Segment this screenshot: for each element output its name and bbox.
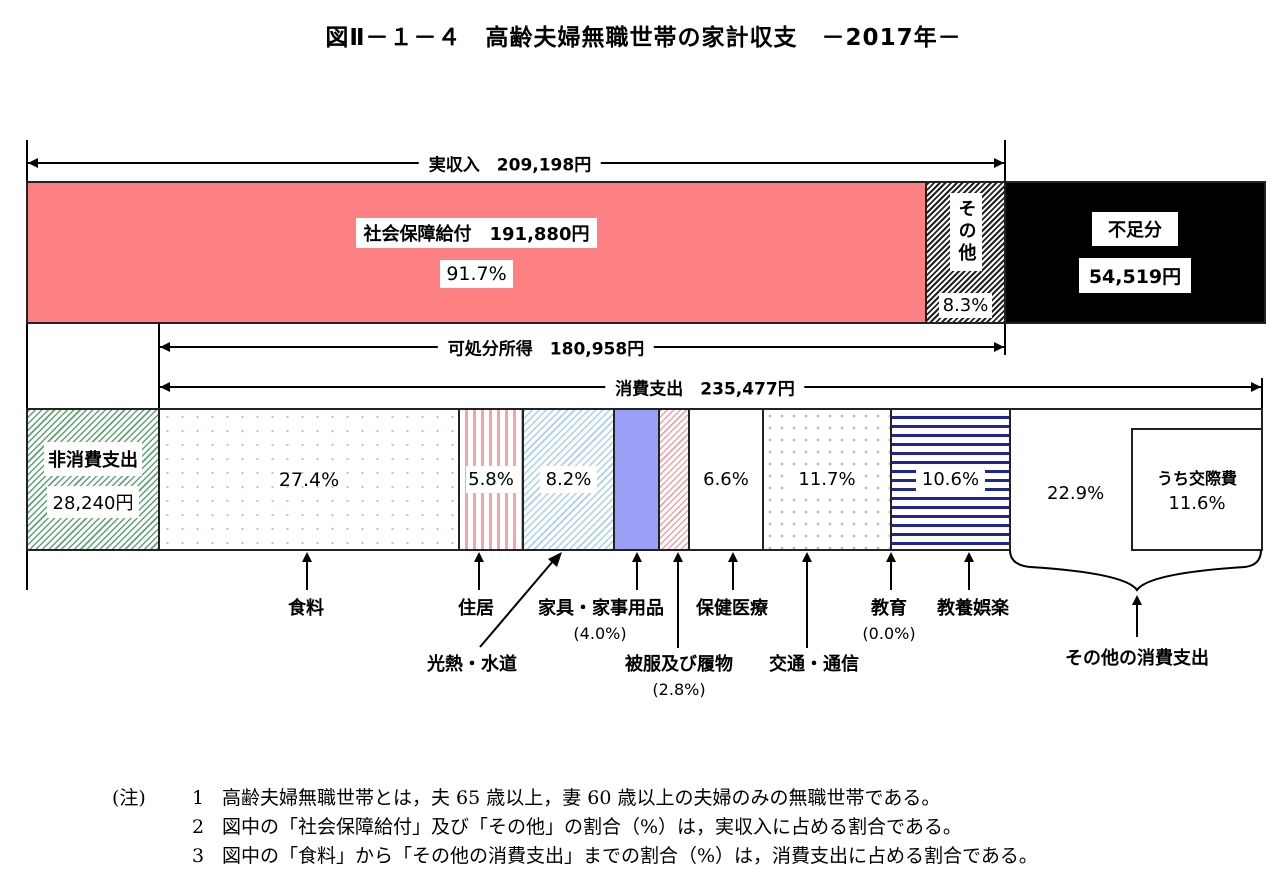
consumption-end-line — [1261, 378, 1263, 410]
note-number: 1 — [192, 787, 205, 809]
leader-recreation — [968, 560, 970, 590]
disposable-start-line — [158, 323, 160, 409]
brace-other-consumption — [1009, 549, 1262, 637]
consumption-label: 消費支出 235,477円 — [605, 374, 805, 400]
disposable-income-label: 可処分所得 180,958円 — [437, 334, 655, 360]
arrow-left-icon — [160, 382, 170, 392]
arrow-up-icon — [886, 552, 896, 562]
notes-header: (注) — [112, 787, 146, 809]
segment-housing: 5.8% — [458, 408, 524, 551]
other-income-label: その他 — [949, 193, 982, 271]
deficit-segment: 不足分 54,519円 — [1004, 181, 1266, 324]
category-education-pct: (0.0%) — [862, 624, 916, 643]
segment-recreation-pct: 10.6% — [915, 466, 986, 493]
segment-other-consumption-pct: 22.9% — [1041, 480, 1111, 507]
social-expense-pct: 11.6% — [1168, 493, 1226, 514]
segment-medical-pct: 6.6% — [697, 466, 755, 493]
arrow-right-icon — [994, 158, 1004, 168]
segment-clothing — [658, 408, 690, 551]
leader-furniture — [636, 560, 638, 590]
segment-utilities-pct: 8.2% — [539, 466, 598, 493]
arrow-up-icon — [632, 552, 642, 562]
left-axis-line — [26, 140, 28, 590]
arrow-up-icon — [802, 552, 812, 562]
segment-medical: 6.6% — [688, 408, 764, 551]
other-income-pct: 8.3% — [938, 293, 993, 318]
category-utilities: 光熱・水道 — [427, 654, 517, 675]
category-housing: 住居 — [458, 598, 494, 619]
segment-utilities: 8.2% — [522, 408, 615, 551]
category-food: 食料 — [288, 598, 324, 619]
arrow-right-icon — [994, 342, 1004, 352]
arrow-up-icon — [302, 552, 312, 562]
category-medical: 保健医療 — [696, 598, 768, 619]
arrow-up-icon — [964, 552, 974, 562]
segment-housing-pct: 5.8% — [466, 466, 516, 493]
category-clothing: 被服及び履物 — [625, 654, 733, 675]
category-transport: 交通・通信 — [769, 654, 859, 675]
note-row: 3 図中の「食料」から「その他の消費支出」までの割合（%）は，消費支出に占める割… — [112, 842, 1038, 871]
arrow-up-icon — [728, 552, 738, 562]
arrow-up-icon — [474, 552, 484, 562]
leader-education — [890, 560, 892, 590]
leader-utilities — [479, 552, 562, 648]
arrow-up-icon — [673, 552, 683, 562]
leader-housing — [478, 560, 480, 590]
segment-food: 27.4% — [158, 408, 460, 551]
segment-transport: 11.7% — [762, 408, 892, 551]
non-consumption-label: 非消費支出 — [44, 441, 142, 476]
arrow-left-icon — [28, 158, 38, 168]
category-education: 教育 — [871, 598, 907, 619]
note-text: 高齢夫婦無職世帯とは，夫 65 歳以上，妻 60 歳以上の夫婦のみの無職世帯であ… — [222, 787, 941, 809]
deficit-amount: 54,519円 — [1078, 258, 1192, 293]
arrow-right-icon — [1251, 382, 1261, 392]
category-recreation: 教養娯楽 — [937, 598, 1009, 619]
segment-furniture — [613, 408, 660, 551]
note-text: 図中の「食料」から「その他の消費支出」までの割合（%）は，消費支出に占める割合で… — [222, 845, 1038, 867]
deficit-label: 不足分 — [1092, 212, 1178, 246]
segment-transport-pct: 11.7% — [792, 466, 862, 493]
category-furniture: 家具・家事用品 — [538, 598, 664, 619]
non-consumption-amount: 28,240円 — [46, 485, 140, 518]
note-row: 2 図中の「社会保障給付」及び「その他」の割合（%）は，実収入に占める割合である… — [112, 813, 1038, 842]
non-consumption-segment: 非消費支出 28,240円 — [26, 408, 160, 551]
note-number: 3 — [192, 845, 205, 867]
category-other-consumption: その他の消費支出 — [1065, 648, 1209, 669]
category-clothing-pct: (2.8%) — [652, 680, 706, 699]
social-expense-label: うち交際費 — [1156, 469, 1237, 488]
note-text: 図中の「社会保障給付」及び「その他」の割合（%）は，実収入に占める割合である。 — [222, 816, 962, 838]
arrow-left-icon — [160, 342, 170, 352]
leader-medical — [732, 560, 734, 590]
social-security-segment: 社会保障給付 191,880円 91.7% — [26, 181, 927, 324]
segment-recreation: 10.6% — [890, 408, 1011, 551]
leader-food — [306, 560, 308, 590]
note-row: (注) 1 高齢夫婦無職世帯とは，夫 65 歳以上，妻 60 歳以上の夫婦のみの… — [112, 784, 1038, 813]
actual-income-label: 実収入 209,198円 — [418, 150, 602, 176]
chart-title: 図Ⅱ－１－４ 高齢夫婦無職世帯の家計収支 －2017年－ — [325, 25, 962, 51]
leader-clothing — [677, 560, 679, 648]
other-income-segment: その他 8.3% — [925, 181, 1006, 324]
note-number: 2 — [192, 816, 205, 838]
leader-transport — [806, 560, 808, 648]
social-security-label: 社会保障給付 191,880円 — [355, 217, 598, 248]
category-furniture-pct: (4.0%) — [573, 624, 627, 643]
social-security-pct: 91.7% — [440, 259, 513, 288]
notes: (注) 1 高齢夫婦無職世帯とは，夫 65 歳以上，妻 60 歳以上の夫婦のみの… — [112, 784, 1038, 871]
segment-food-pct: 27.4% — [278, 468, 340, 491]
social-expense-box: うち交際費 11.6% — [1131, 428, 1263, 551]
